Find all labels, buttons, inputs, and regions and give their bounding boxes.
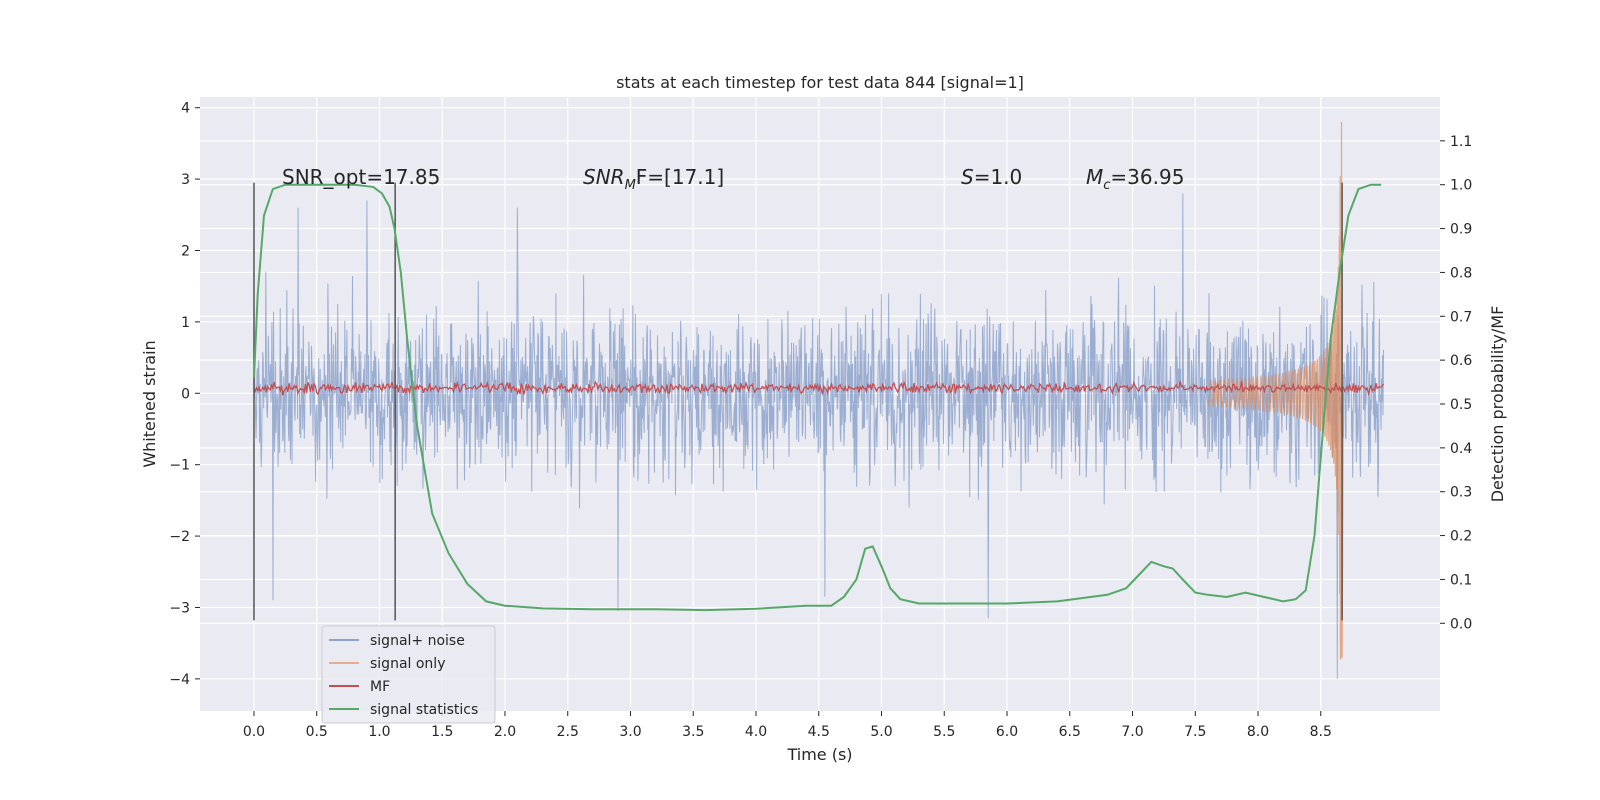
signal-statistics-series [253,183,1381,612]
annotation-snr-mf-sub: M [625,178,636,193]
y-tick-label-5: 1 [181,315,190,331]
y-tick-label-8: 4 [181,101,190,117]
x-tick-label-13: 6.5 [1059,724,1081,740]
y-right-tick-label-11: 1.1 [1450,134,1472,150]
legend-box [321,625,496,724]
noise-line [253,193,1384,679]
x-tick-label-9: 4.5 [808,724,830,740]
x-tick-label-10: 5.0 [870,724,892,740]
signal-only-line [1207,121,1344,660]
y-tick-label-7: 3 [181,172,190,188]
x-tick-label-14: 7.0 [1121,724,1143,740]
signal-noise-series [253,193,1384,679]
y-right-tick-label-3: 0.3 [1450,485,1472,501]
axis-ticks: 0.0 0.5 1.0 1.5 2.0 2.5 3.0 3.5 4.0 4.5 5.0 5.5 6.0 6… [169,101,1472,740]
annotation-s-val: =1.0 [974,165,1023,189]
x-tick-label-11: 5.5 [933,724,955,740]
x-tick-label-2: 1.0 [368,724,390,740]
y-right-tick-label-8: 0.8 [1450,265,1472,281]
y-right-tick-label-1: 0.1 [1450,572,1472,588]
y-axis-label: Whitened strain [140,340,159,467]
annotation-mc-sub: c [1103,178,1110,193]
legend-label-noise: signal+ noise [370,633,465,649]
y-tick-label-1: −3 [169,600,190,616]
chart-title: stats at each timestep for test data 844… [616,73,1024,92]
signal-only-series [1207,121,1344,660]
x-tick-label-15: 7.5 [1184,724,1206,740]
y-tick-label-0: −4 [169,672,190,688]
y-right-tick-label-2: 0.2 [1450,529,1472,545]
y-right-tick-label-0: 0.0 [1450,616,1472,632]
x-tick-label-3: 1.5 [431,724,453,740]
y-right-tick-label-5: 0.5 [1450,397,1472,413]
annotation-snr-mf: SNRMF=[17.1] [583,165,724,193]
annotation-snr-mf-rest: F=[17.1] [636,165,724,189]
y-right-axis-label: Detection probability/MF [1488,306,1507,503]
x-tick-label-8: 4.0 [745,724,767,740]
annotation-mc-val: =36.95 [1110,165,1184,189]
y-right-tick-label-4: 0.4 [1450,441,1472,457]
legend: signal+ noise signal only MF signal stat… [321,625,496,724]
y-tick-label-4: 0 [181,386,190,402]
y-right-tick-label-9: 0.9 [1450,222,1472,238]
mf-line [253,380,1385,397]
y-right-tick-label-10: 1.0 [1450,178,1472,194]
x-tick-label-7: 3.5 [682,724,704,740]
annotation-s: S=1.0 [961,165,1022,189]
annotation-mc-var: M [1086,165,1103,189]
y-tick-label-2: −2 [169,529,190,545]
x-tick-label-1: 0.5 [306,724,328,740]
y-tick-label-3: −1 [169,458,190,474]
x-tick-label-16: 8.0 [1247,724,1269,740]
y-right-tick-label-7: 0.7 [1450,309,1472,325]
x-tick-label-4: 2.0 [494,724,516,740]
x-tick-label-6: 3.0 [619,724,641,740]
legend-label-mf: MF [370,679,390,695]
x-tick-label-0: 0.0 [243,724,265,740]
y-tick-label-6: 2 [181,244,190,260]
annotation-snr-mf-base: SNR [583,165,625,189]
legend-label-stats: signal statistics [370,702,478,718]
x-tick-label-12: 6.0 [996,724,1018,740]
x-tick-label-17: 8.5 [1310,724,1332,740]
signal-statistics-line [253,183,1381,612]
x-tick-label-5: 2.5 [557,724,579,740]
y-right-tick-label-6: 0.6 [1450,353,1472,369]
annotation-mc: Mc=36.95 [1086,165,1184,193]
mf-series [253,380,1385,397]
annotation-s-var: S [961,165,974,189]
annotation-snr-opt: SNR_opt=17.85 [282,165,440,189]
legend-label-signal-only: signal only [370,656,445,672]
x-axis-label: Time (s) [786,745,852,764]
